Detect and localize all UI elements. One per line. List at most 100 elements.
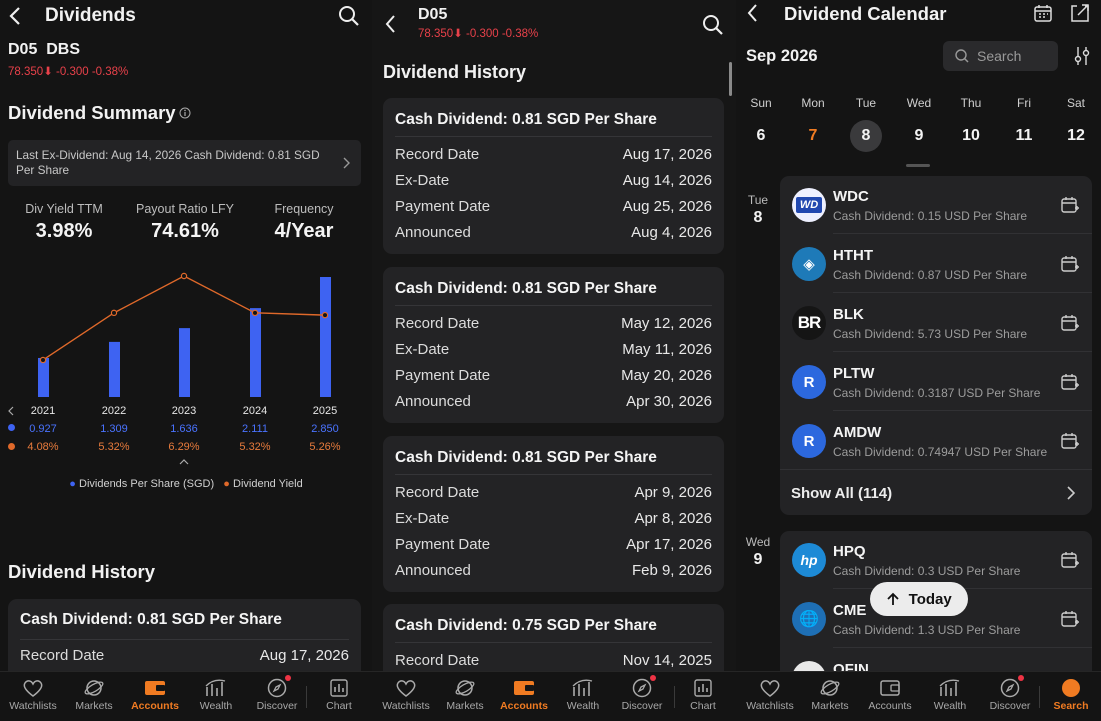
row-label: Record Date xyxy=(20,647,105,664)
show-all-row[interactable]: Show All (114) xyxy=(780,471,1092,515)
tab-discover[interactable]: Discover xyxy=(247,676,307,712)
chevron-up-icon[interactable] xyxy=(179,458,189,466)
dividend-card[interactable]: Cash Dividend: 0.81 SGD Per Share Record… xyxy=(383,98,724,254)
calendar-add-icon[interactable] xyxy=(1061,432,1079,450)
tab-label: Wealth xyxy=(566,700,600,712)
tab-chart[interactable]: Chart xyxy=(673,676,733,712)
calendar-add-icon[interactable] xyxy=(1061,610,1079,628)
row-value: May 20, 2026 xyxy=(621,367,712,384)
stock-item[interactable]: BR BLK Cash Dividend: 5.73 USD Per Share xyxy=(780,294,1092,352)
tab-watchlists[interactable]: Watchlists xyxy=(740,676,800,712)
weekday: Thu xyxy=(960,96,982,110)
row-value: Aug 14, 2026 xyxy=(622,172,712,189)
tab-wealth[interactable]: Wealth xyxy=(553,676,613,712)
card-title: Cash Dividend: 0.75 SGD Per Share xyxy=(395,617,657,634)
stock-item[interactable]: hp HPQ Cash Dividend: 0.3 USD Per Share xyxy=(780,531,1092,589)
announced-row: Announced Aug 4, 2026 xyxy=(395,224,712,241)
row-value: May 11, 2026 xyxy=(622,341,712,358)
today-button[interactable]: Today xyxy=(870,582,968,616)
record-date-row: Record Date Aug 17, 2026 xyxy=(395,146,712,163)
divider xyxy=(395,474,712,475)
history-title: Dividend History xyxy=(8,561,155,582)
dps-bar xyxy=(320,277,331,397)
tab-markets[interactable]: Markets xyxy=(800,676,860,712)
chevron-left-icon[interactable] xyxy=(7,406,15,416)
tab-markets[interactable]: Markets xyxy=(64,676,124,712)
search-icon[interactable] xyxy=(702,14,724,36)
stock-item[interactable]: 🌐 CME Cash Dividend: 1.3 USD Per Share xyxy=(780,590,1092,648)
compass-icon xyxy=(1000,678,1020,698)
day-wed[interactable]: Wed 9 xyxy=(899,96,939,152)
tab-wealth[interactable]: Wealth xyxy=(186,676,246,712)
day-fri[interactable]: Fri 11 xyxy=(1004,96,1044,152)
tab-search[interactable]: Search xyxy=(1041,676,1101,712)
day-thu[interactable]: Thu 10 xyxy=(951,96,991,152)
divider xyxy=(833,233,1092,234)
day-sun[interactable]: Sun 6 xyxy=(741,96,781,152)
day-sat[interactable]: Sat 12 xyxy=(1056,96,1096,152)
announced-row: Announced Apr 30, 2026 xyxy=(395,393,712,410)
tab-watchlists[interactable]: Watchlists xyxy=(3,676,63,712)
stock-item[interactable]: WD WDC Cash Dividend: 0.15 USD Per Share xyxy=(780,176,1092,234)
stat-payout-ratio: Payout Ratio LFY 74.61% xyxy=(130,202,240,243)
stock-quote: 78.350⬇ -0.300 -0.38% xyxy=(418,26,538,40)
legend-dps-dot: ● xyxy=(69,478,76,490)
tab-label: Markets xyxy=(75,700,113,712)
search-icon[interactable] xyxy=(338,5,360,27)
card-title: Cash Dividend: 0.81 SGD Per Share xyxy=(395,111,657,128)
weekday: Sun xyxy=(750,96,772,110)
tab-chart[interactable]: Chart xyxy=(309,676,369,712)
row-label: Payment Date xyxy=(395,367,491,384)
calendar-icon[interactable] xyxy=(1033,3,1053,23)
month-label[interactable]: Sep 2026 xyxy=(746,47,818,65)
yield-value-label: 5.32% xyxy=(239,441,271,453)
weekday: Sat xyxy=(1066,96,1085,110)
weekday: Fri xyxy=(1017,96,1031,110)
calendar-add-icon[interactable] xyxy=(1061,373,1079,391)
calendar-add-icon[interactable] xyxy=(1061,255,1079,273)
notification-dot xyxy=(1018,675,1024,681)
divider xyxy=(833,410,1092,411)
search-placeholder: Search xyxy=(977,48,1022,64)
calendar-add-icon[interactable] xyxy=(1061,196,1079,214)
card-title: Cash Dividend: 0.81 SGD Per Share xyxy=(395,449,657,466)
calendar-add-icon[interactable] xyxy=(1061,551,1079,569)
tab-accounts[interactable]: Accounts xyxy=(125,676,185,712)
tab-label: Wealth xyxy=(199,700,233,712)
info-icon[interactable] xyxy=(179,107,191,119)
back-icon[interactable] xyxy=(746,3,758,23)
dividend-card[interactable]: Cash Dividend: 0.81 SGD Per Share Record… xyxy=(383,267,724,423)
share-icon[interactable] xyxy=(1070,3,1090,23)
divider xyxy=(20,639,349,640)
back-icon[interactable] xyxy=(8,6,22,26)
group-day: 8 xyxy=(753,209,763,226)
stock-item[interactable]: R PLTW Cash Dividend: 0.3187 USD Per Sha… xyxy=(780,353,1092,411)
scrollbar-thumb[interactable] xyxy=(729,62,732,96)
tab-watchlists[interactable]: Watchlists xyxy=(376,676,436,712)
tab-markets[interactable]: Markets xyxy=(435,676,495,712)
day-tue[interactable]: Tue 8 xyxy=(846,96,886,152)
tab-discover[interactable]: Discover xyxy=(980,676,1040,712)
record-date-row: Record Date May 12, 2026 xyxy=(395,315,712,332)
tab-accounts[interactable]: Accounts xyxy=(494,676,554,712)
compass-icon xyxy=(632,678,652,698)
calendar-add-icon[interactable] xyxy=(1061,314,1079,332)
last-ex-dividend-banner[interactable]: Last Ex-Dividend: Aug 14, 2026 Cash Divi… xyxy=(8,140,361,186)
group-weekday: Wed xyxy=(745,535,771,549)
stock-item[interactable]: ◈ HTHT Cash Dividend: 0.87 USD Per Share xyxy=(780,235,1092,293)
search-input[interactable]: Search xyxy=(943,41,1058,71)
tab-accounts[interactable]: Accounts xyxy=(860,676,920,712)
row-label: Announced xyxy=(395,224,471,241)
filter-icon[interactable] xyxy=(1073,46,1091,66)
tab-discover[interactable]: Discover xyxy=(612,676,672,712)
dividend-card[interactable]: Cash Dividend: 0.81 SGD Per Share Record… xyxy=(383,436,724,592)
tab-bar: Watchlists Markets Accounts Wealth Disco… xyxy=(736,671,1101,721)
date: 6 xyxy=(756,127,766,144)
drag-handle[interactable] xyxy=(906,164,930,167)
back-icon[interactable] xyxy=(384,14,396,34)
tab-wealth[interactable]: Wealth xyxy=(920,676,980,712)
stock-item[interactable]: R AMDW Cash Dividend: 0.74947 USD Per Sh… xyxy=(780,412,1092,470)
payment-date-row: Payment Date Aug 25, 2026 xyxy=(395,198,712,215)
day-mon[interactable]: Mon 7 xyxy=(793,96,833,152)
record-date-row: Record Date Apr 9, 2026 xyxy=(395,484,712,501)
